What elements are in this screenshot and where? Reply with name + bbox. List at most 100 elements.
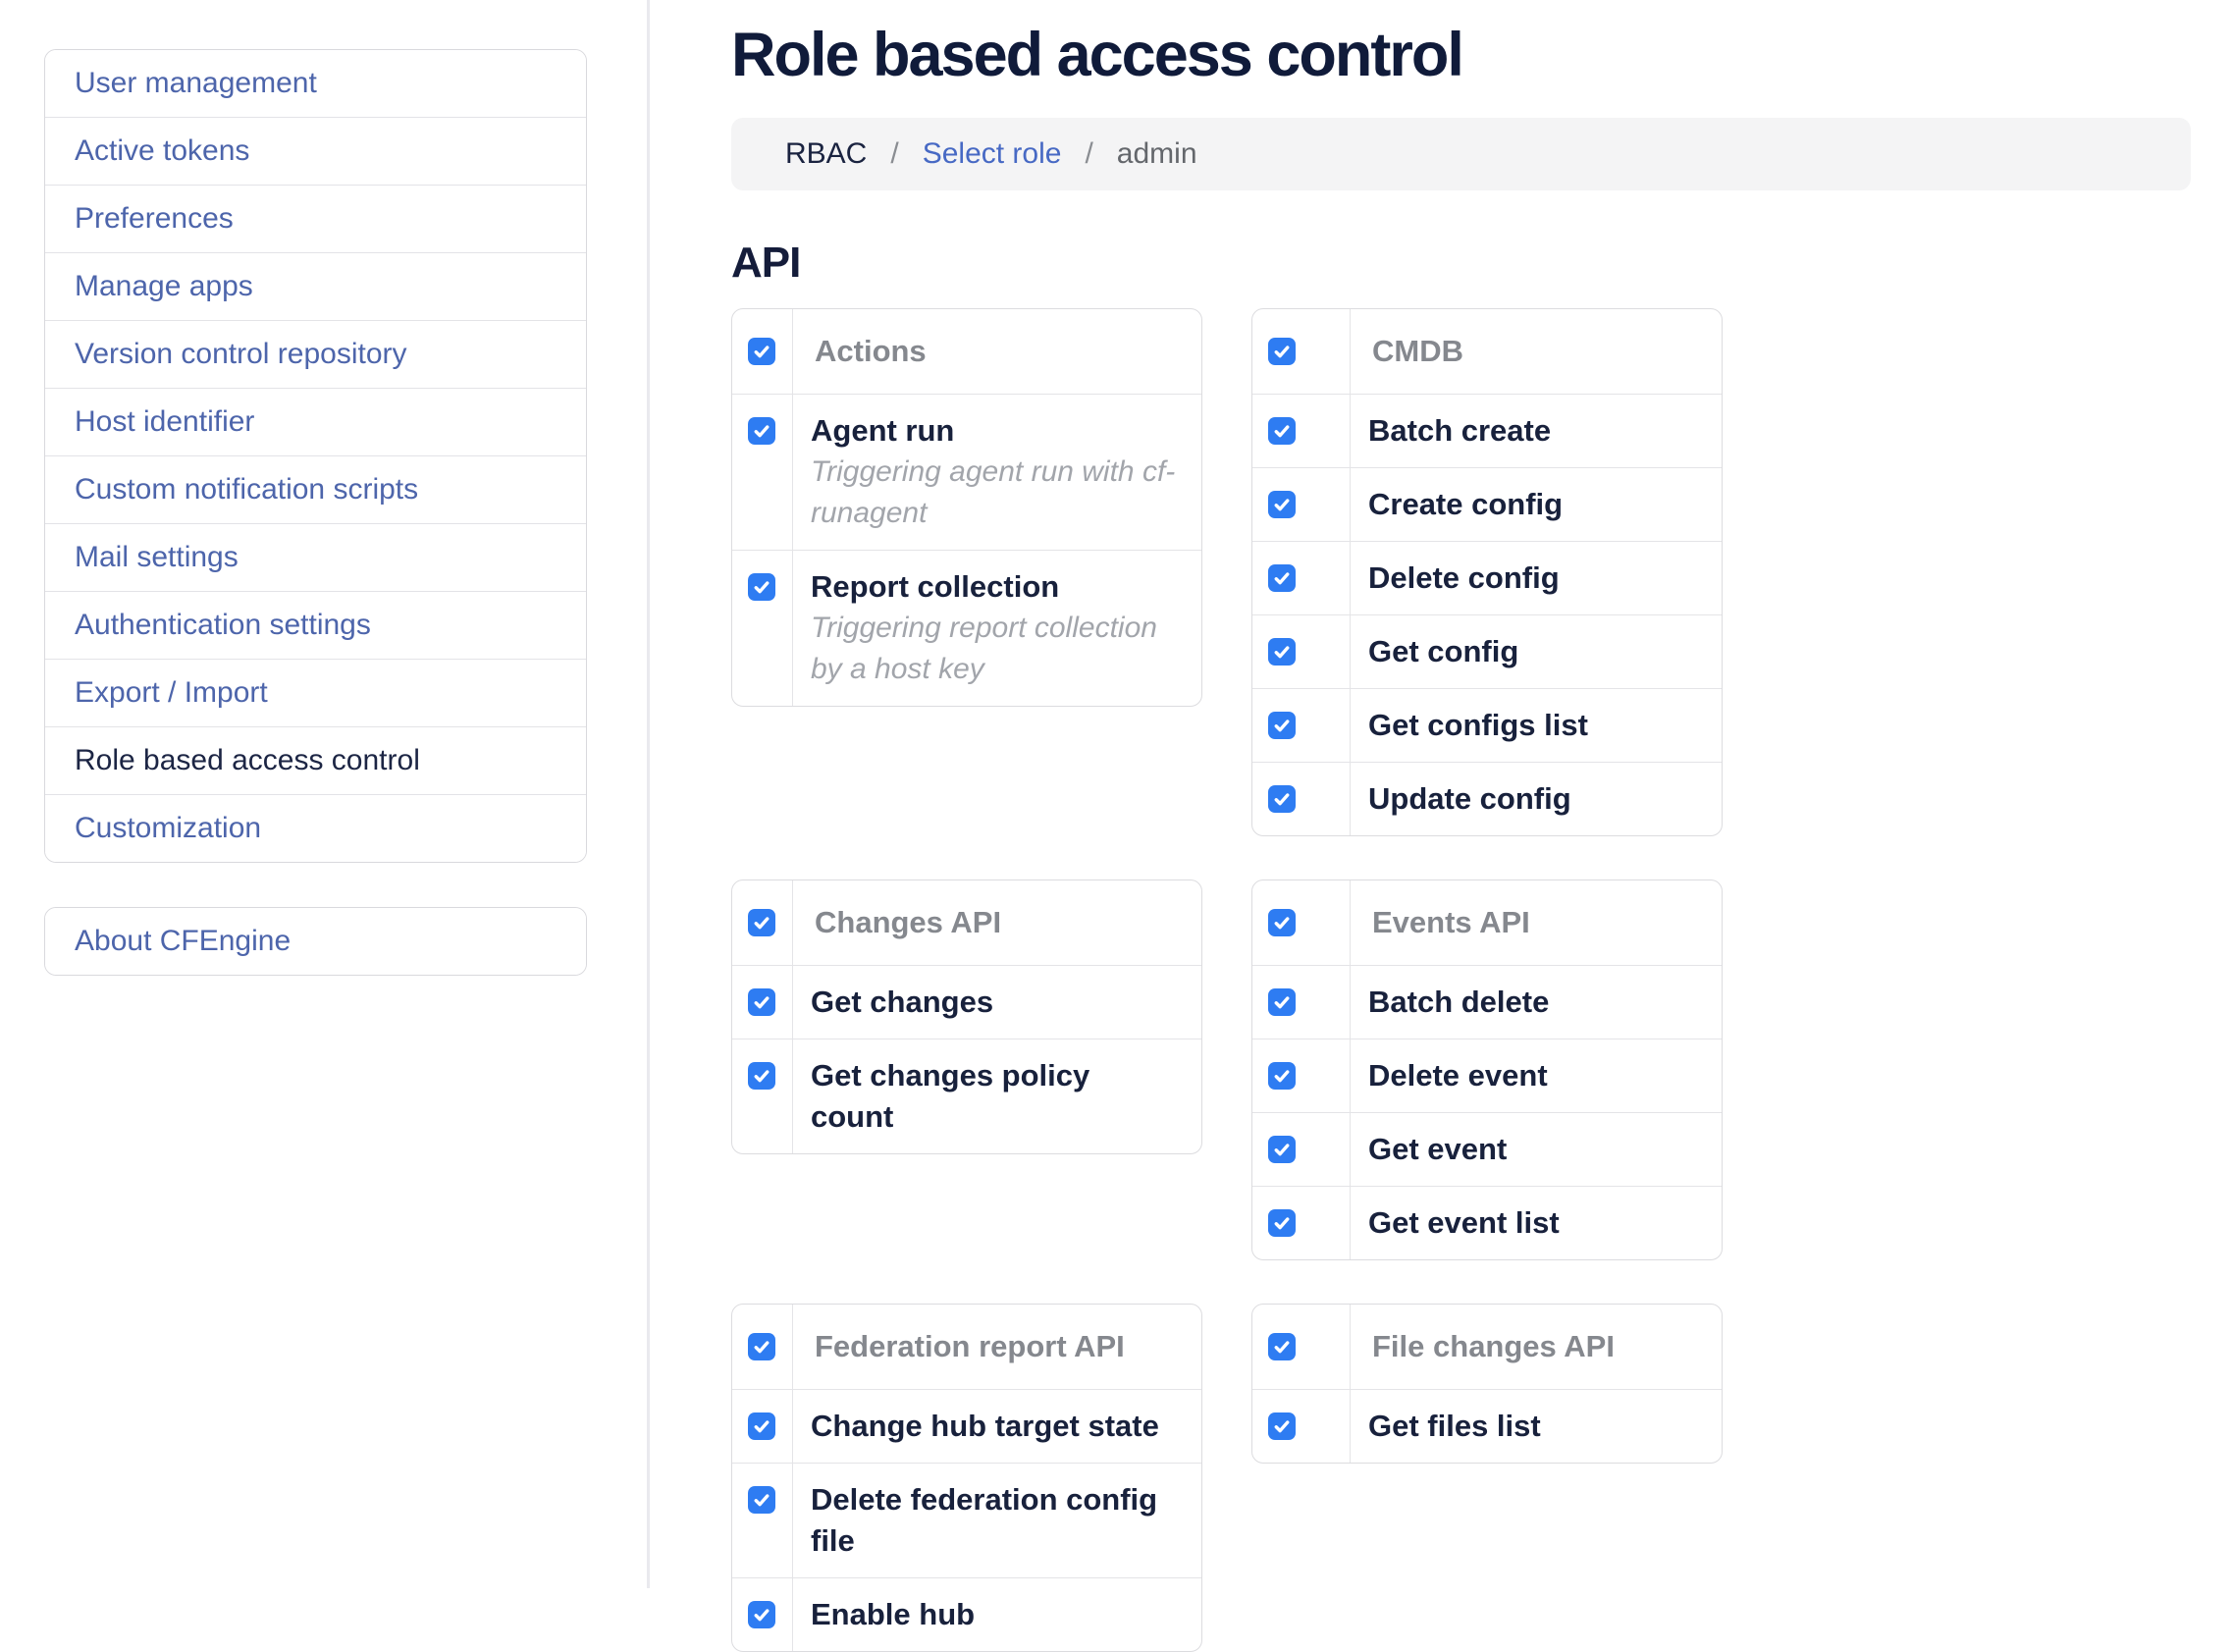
permission-label: Update config [1368, 781, 1571, 817]
checkbox-cell [732, 309, 793, 395]
section-title-api: API [731, 239, 801, 288]
checkbox-checked[interactable] [1268, 1136, 1296, 1164]
checkbox-checked[interactable] [1268, 1209, 1296, 1238]
permission-row-get-files-list: Get files list [1252, 1390, 1722, 1464]
checkbox-checked[interactable] [748, 1333, 775, 1361]
checkbox-checked[interactable] [1268, 988, 1296, 1017]
card-rows: Batch delete Delete event Get event [1252, 966, 1722, 1260]
permission-row-get-configs-list: Get configs list [1252, 689, 1722, 764]
card-changes-api: Changes API Get changes Get changes poli [731, 879, 1202, 1155]
card-events-api: Events API Batch delete Delete event [1251, 879, 1723, 1261]
permission-label-cell: Delete federation config file [793, 1464, 1201, 1577]
sidebar-item-customization[interactable]: Customization [45, 795, 586, 862]
checkbox-checked[interactable] [748, 909, 775, 937]
card-rows: Batch create Create config Delete config [1252, 395, 1722, 836]
sidebar-item-label: Active tokens [75, 134, 250, 167]
card-rows: Get changes Get changes policy count [732, 966, 1201, 1154]
sidebar-item-label: Custom notification scripts [75, 473, 419, 506]
permission-row-get-event: Get event [1252, 1113, 1722, 1188]
sidebar-item-custom-notification-scripts[interactable]: Custom notification scripts [45, 456, 586, 524]
permission-row-agent-run: Agent run Triggering agent run with cf-r… [732, 395, 1201, 552]
permission-label-cell: Batch delete [1351, 966, 1722, 1039]
checkbox-checked[interactable] [1268, 638, 1296, 666]
checkmark-icon [1274, 719, 1290, 732]
permission-label: Get configs list [1368, 708, 1588, 743]
checkbox-cell [1252, 1039, 1351, 1113]
checkbox-checked[interactable] [1268, 338, 1296, 366]
permission-label: Enable hub [811, 1597, 976, 1632]
sidebar-item-authentication-settings[interactable]: Authentication settings [45, 592, 586, 660]
checkbox-checked[interactable] [1268, 564, 1296, 593]
card-header-row: CMDB [1252, 309, 1722, 396]
checkbox-cell [1252, 689, 1351, 763]
sidebar-item-label: Customization [75, 812, 262, 844]
permission-label: Get changes policy count [811, 1058, 1090, 1135]
settings-menu: User management Active tokens Preference… [44, 49, 587, 863]
permission-label-cell: Batch create [1351, 395, 1722, 467]
permission-label: Get changes [811, 985, 994, 1020]
permission-label-cell: Get event [1351, 1113, 1722, 1186]
permission-row-update-config: Update config [1252, 763, 1722, 836]
breadcrumb-separator: / [1085, 137, 1093, 171]
card-title: Events API [1372, 905, 1530, 940]
checkbox-checked[interactable] [748, 1486, 775, 1515]
checkbox-checked[interactable] [1268, 712, 1296, 740]
checkbox-cell [1252, 542, 1351, 615]
checkmark-icon [1274, 1144, 1290, 1156]
sidebar-item-version-control-repository[interactable]: Version control repository [45, 321, 586, 389]
permission-label-cell: Create config [1351, 468, 1722, 541]
permission-label-cell: Agent run Triggering agent run with cf-r… [793, 395, 1201, 550]
checkbox-checked[interactable] [748, 1062, 775, 1091]
checkbox-checked[interactable] [1268, 1333, 1296, 1361]
checkbox-checked[interactable] [1268, 1412, 1296, 1441]
permission-label: Delete event [1368, 1058, 1548, 1093]
breadcrumb-select-role[interactable]: Select role [922, 137, 1062, 171]
permission-label: Get event list [1368, 1205, 1560, 1241]
permission-row-delete-config: Delete config [1252, 542, 1722, 616]
checkbox-checked[interactable] [748, 417, 775, 446]
permission-label: Get config [1368, 634, 1519, 669]
checkbox-checked[interactable] [1268, 785, 1296, 814]
sidebar-item-preferences[interactable]: Preferences [45, 186, 586, 253]
sidebar-item-about-cfengine[interactable]: About CFEngine [45, 908, 586, 975]
checkmark-icon [1274, 1341, 1290, 1354]
checkbox-checked[interactable] [748, 573, 775, 602]
permission-row-get-event-list: Get event list [1252, 1187, 1722, 1260]
permission-label: Get files list [1368, 1409, 1541, 1444]
sidebar-item-host-identifier[interactable]: Host identifier [45, 389, 586, 456]
checkbox-checked[interactable] [748, 1601, 775, 1629]
permission-description: Triggering report collection by a host k… [811, 612, 1157, 686]
checkbox-cell [732, 1305, 793, 1390]
checkbox-checked[interactable] [748, 1412, 775, 1441]
sidebar-item-user-management[interactable]: User management [45, 50, 586, 118]
checkbox-checked[interactable] [1268, 909, 1296, 937]
checkbox-checked[interactable] [748, 988, 775, 1017]
checkbox-cell [1252, 966, 1351, 1039]
main-content: Role based access control RBAC / Select ro… [731, 0, 2201, 1652]
checkmark-icon [1274, 917, 1290, 930]
checkbox-cell [1252, 468, 1351, 542]
checkmark-icon [1274, 793, 1290, 806]
sidebar-item-manage-apps[interactable]: Manage apps [45, 253, 586, 321]
card-title-cell: Actions [793, 309, 1201, 394]
card-header-row: Changes API [732, 880, 1201, 967]
sidebar-item-export-import[interactable]: Export / Import [45, 660, 586, 727]
checkmark-icon [754, 581, 770, 594]
checkmark-icon [754, 1420, 770, 1433]
checkbox-checked[interactable] [1268, 417, 1296, 446]
breadcrumb-admin: admin [1116, 137, 1197, 171]
permission-label: Batch delete [1368, 985, 1550, 1020]
sidebar-item-active-tokens[interactable]: Active tokens [45, 118, 586, 186]
checkmark-icon [1274, 572, 1290, 585]
checkbox-checked[interactable] [1268, 1062, 1296, 1091]
checkmark-icon [754, 425, 770, 438]
checkbox-checked[interactable] [1268, 491, 1296, 519]
sidebar-item-label: Manage apps [75, 270, 253, 302]
sidebar-item-mail-settings[interactable]: Mail settings [45, 524, 586, 592]
sidebar-item-label: Version control repository [75, 338, 407, 370]
card-title-cell: Federation report API [793, 1305, 1201, 1389]
checkbox-checked[interactable] [748, 338, 775, 366]
permission-label-cell: Delete config [1351, 542, 1722, 614]
permission-row-get-changes-policy-count: Get changes policy count [732, 1039, 1201, 1154]
card-title: Changes API [815, 905, 1002, 940]
